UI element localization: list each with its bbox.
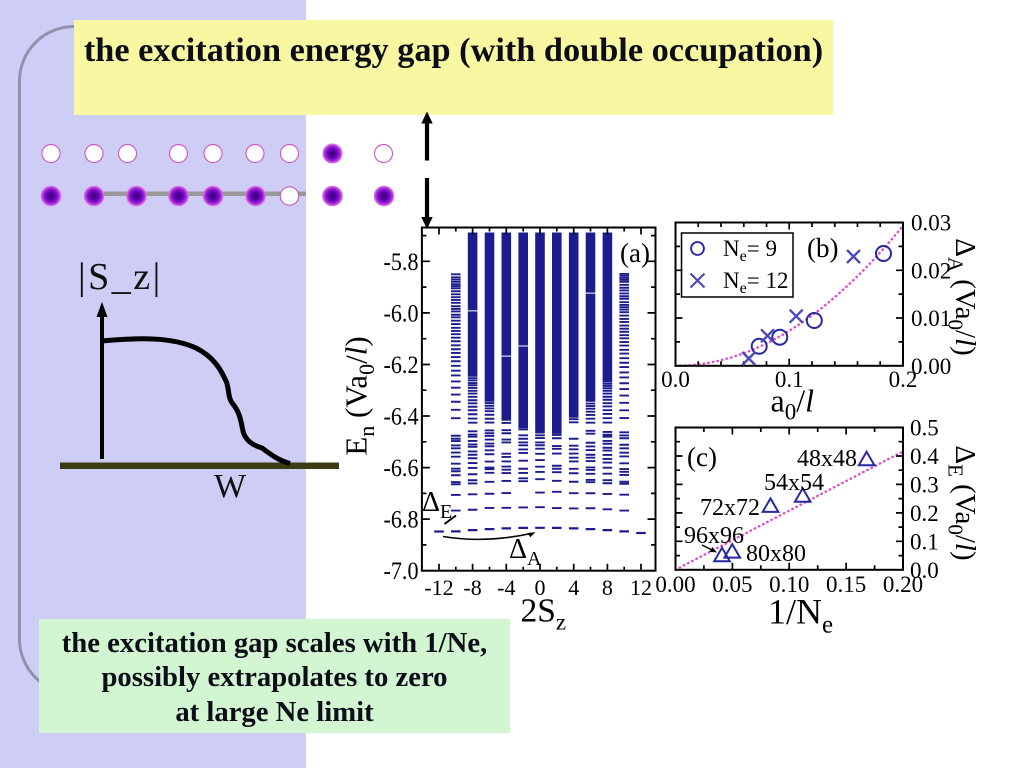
svg-text:72x72: 72x72: [700, 495, 760, 521]
svg-text:-6.6: -6.6: [384, 455, 419, 482]
svg-text:(c): (c): [687, 442, 717, 472]
svg-text:12: 12: [630, 575, 652, 600]
svg-text:0.10: 0.10: [769, 572, 809, 597]
svg-text:0.2: 0.2: [910, 501, 939, 526]
svg-text:-7.0: -7.0: [384, 558, 419, 585]
svg-text:0.3: 0.3: [910, 472, 939, 497]
svg-text:(b): (b): [807, 233, 838, 263]
svg-text:W: W: [214, 468, 247, 505]
svg-text:54x54: 54x54: [764, 470, 824, 496]
svg-text:0.00: 0.00: [911, 354, 951, 379]
svg-text:0.5: 0.5: [910, 416, 939, 441]
svg-text:ΔE: ΔE: [422, 487, 452, 523]
svg-text:|S_z|: |S_z|: [78, 256, 163, 298]
svg-text:ΔE (Va0/l): ΔE (Va0/l): [944, 445, 982, 560]
svg-text:0.2: 0.2: [889, 367, 918, 392]
svg-text:0.1: 0.1: [910, 529, 939, 554]
svg-text:0.4: 0.4: [910, 444, 939, 469]
svg-text:-6.8: -6.8: [384, 507, 419, 534]
svg-text:0.0: 0.0: [661, 367, 690, 392]
svg-text:En (Va0/l): En (Va0/l): [339, 336, 380, 455]
svg-text:0.20: 0.20: [883, 572, 923, 597]
svg-text:-12: -12: [424, 575, 453, 600]
svg-text:ΔA: ΔA: [509, 534, 542, 570]
svg-text:8: 8: [602, 575, 613, 600]
svg-text:0.02: 0.02: [911, 258, 951, 283]
svg-text:48x48: 48x48: [797, 446, 857, 472]
svg-text:-6.4: -6.4: [384, 404, 419, 431]
svg-text:96x96: 96x96: [684, 523, 744, 549]
svg-text:0.05: 0.05: [712, 572, 752, 597]
svg-text:80x80: 80x80: [746, 541, 806, 567]
svg-text:0.00: 0.00: [655, 572, 695, 597]
svg-text:1/Ne: 1/Ne: [768, 592, 833, 639]
svg-text:2Sz: 2Sz: [521, 593, 567, 635]
svg-text:ΔA (Va0/l): ΔA (Va0/l): [944, 238, 982, 356]
svg-text:-5.8: -5.8: [384, 249, 419, 276]
svg-text:-6.0: -6.0: [384, 300, 419, 327]
svg-text:Ne= 9: Ne= 9: [723, 236, 777, 265]
svg-text:(a): (a): [620, 238, 650, 268]
svg-text:0.15: 0.15: [826, 572, 866, 597]
svg-text:4: 4: [568, 575, 579, 600]
svg-text:Ne= 12: Ne= 12: [723, 268, 788, 297]
svg-text:0: 0: [535, 575, 546, 600]
svg-text:0.01: 0.01: [911, 306, 951, 331]
svg-text:-4: -4: [497, 575, 515, 600]
svg-text:-6.2: -6.2: [384, 352, 419, 379]
svg-text:0.1: 0.1: [775, 367, 804, 392]
svg-text:0.03: 0.03: [911, 211, 951, 236]
svg-text:-8: -8: [463, 575, 481, 600]
svg-text:0.0: 0.0: [910, 558, 939, 583]
